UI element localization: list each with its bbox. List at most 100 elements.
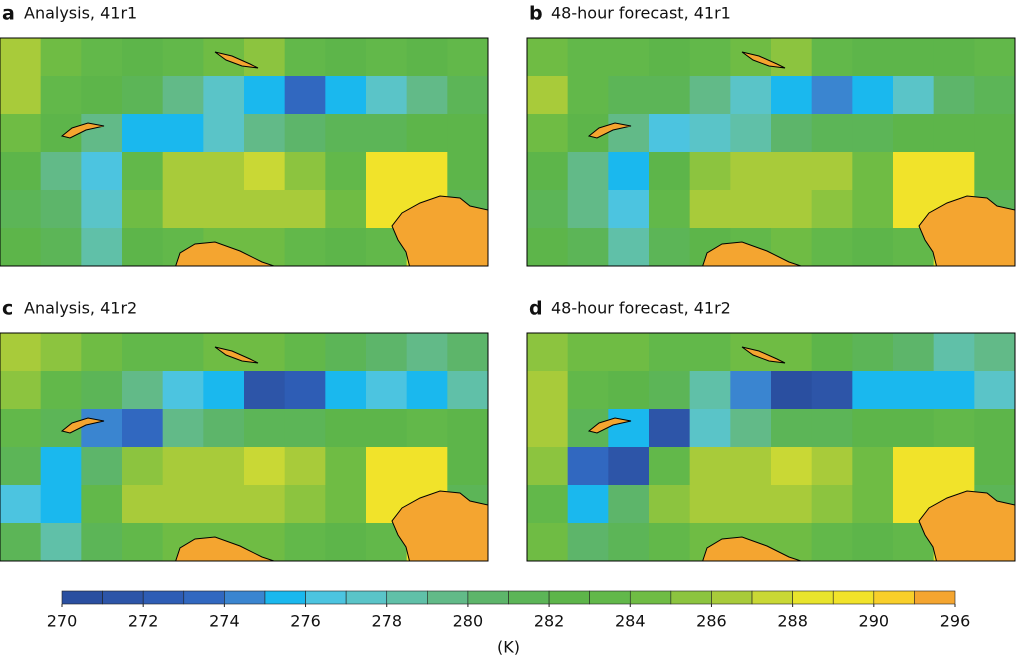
field-cell <box>893 333 935 372</box>
field-cell <box>162 409 204 448</box>
field-cell <box>608 190 650 229</box>
field-cell <box>730 447 772 486</box>
field-cell <box>608 485 650 524</box>
island <box>60 122 105 139</box>
field-cell <box>974 38 1015 77</box>
colorbar-bin <box>264 590 306 605</box>
field-cell <box>893 38 935 77</box>
field-cell <box>527 371 569 410</box>
field-cell <box>527 76 569 115</box>
field-cell <box>771 114 813 153</box>
field-cell <box>893 114 935 153</box>
field-cell <box>567 38 609 77</box>
field-cell <box>811 409 853 448</box>
colorbar-tick-label: 280 <box>453 612 484 631</box>
field-cell <box>122 38 164 77</box>
field-cell <box>527 190 569 229</box>
field-cell <box>689 333 731 372</box>
field-cell <box>122 228 164 266</box>
land <box>702 241 803 266</box>
panel-letter: b <box>529 3 543 25</box>
field-cell <box>933 409 975 448</box>
field-cell <box>811 447 853 486</box>
field-cell <box>608 152 650 191</box>
field-cell <box>567 228 609 266</box>
field-cell <box>811 371 853 410</box>
panel-frame <box>0 332 489 562</box>
field-cell <box>689 76 731 115</box>
field-cell <box>974 114 1015 153</box>
field-cell <box>0 447 42 486</box>
field-cell <box>689 409 731 448</box>
panel-frame <box>526 37 1016 267</box>
field-cell <box>689 152 731 191</box>
field-cell <box>122 371 164 410</box>
field-cell <box>284 409 326 448</box>
field-cell <box>689 190 731 229</box>
field-cell <box>608 371 650 410</box>
field-cell <box>730 371 772 410</box>
map-panel <box>0 333 488 561</box>
field-cell <box>974 152 1015 191</box>
field-cell <box>608 228 650 266</box>
field-cell <box>933 76 975 115</box>
field-cell <box>284 333 326 372</box>
field-cell <box>527 485 569 524</box>
field-cell <box>852 409 894 448</box>
field-cell <box>203 371 245 410</box>
field-cell <box>366 409 408 448</box>
field-cell <box>406 114 448 153</box>
panel-frame <box>526 332 1016 562</box>
field-cell <box>122 333 164 372</box>
field-cell <box>527 114 569 153</box>
field-cell <box>852 371 894 410</box>
field-cell <box>162 371 204 410</box>
colorbar-bin <box>142 590 185 605</box>
field-cell <box>0 485 42 524</box>
field-cell <box>244 371 286 410</box>
field-cell <box>81 152 123 191</box>
field-cell <box>0 38 42 77</box>
field-cell <box>162 333 204 372</box>
field-cell <box>284 38 326 77</box>
field-cell <box>81 38 123 77</box>
colorbar-bin <box>183 590 225 605</box>
field-cell <box>852 152 894 191</box>
field-cell <box>811 333 853 372</box>
colorbar-bin <box>305 590 347 605</box>
field-cell <box>974 409 1015 448</box>
field-cell <box>40 190 82 229</box>
field-cell <box>0 228 42 266</box>
land <box>918 490 1015 561</box>
field-cell <box>203 190 245 229</box>
island <box>587 417 632 434</box>
field-cell <box>852 76 894 115</box>
field-cell <box>893 447 935 486</box>
field-cell <box>244 447 286 486</box>
field-cell <box>81 114 123 153</box>
field-cell <box>203 152 245 191</box>
field-cell <box>40 333 82 372</box>
field-cell <box>527 333 569 372</box>
colorbar-bin <box>629 590 672 605</box>
field-cell <box>649 485 691 524</box>
field-cell <box>325 371 367 410</box>
colorbar-bin <box>386 590 428 605</box>
field-cell <box>81 485 123 524</box>
field-cell <box>567 523 609 561</box>
field-cell <box>811 152 853 191</box>
field-cell <box>689 485 731 524</box>
field-cell <box>284 152 326 191</box>
field-cell <box>852 228 894 266</box>
field-cell <box>162 190 204 229</box>
panel-frame <box>0 37 489 267</box>
field-cell <box>447 333 488 372</box>
panel-title: 48-hour forecast, 41r2 <box>551 299 731 318</box>
field-cell <box>81 333 123 372</box>
field-cell <box>893 76 935 115</box>
panel-title: Analysis, 41r2 <box>24 299 137 318</box>
field-cell <box>325 523 367 561</box>
field-cell <box>771 76 813 115</box>
map-panel <box>527 38 1015 266</box>
field-cell <box>567 333 609 372</box>
